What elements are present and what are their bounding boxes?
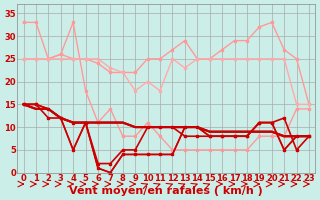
X-axis label: Vent moyen/en rafales ( km/h ): Vent moyen/en rafales ( km/h )	[69, 186, 263, 196]
